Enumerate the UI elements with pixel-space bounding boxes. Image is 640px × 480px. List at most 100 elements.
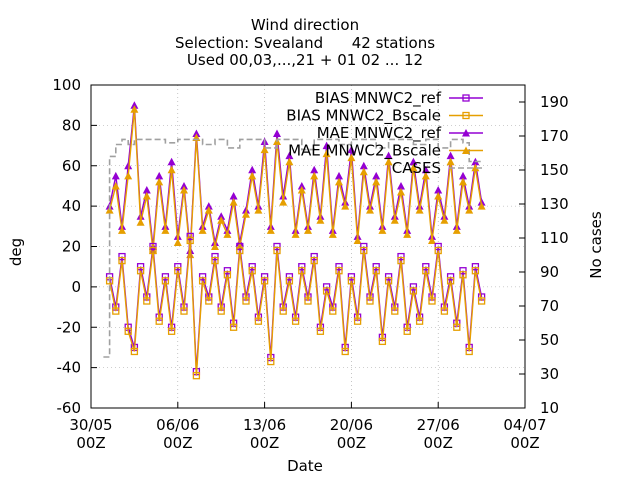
y2-tick-label: 90	[540, 263, 559, 281]
bias-point	[353, 317, 362, 325]
series-4-cases	[103, 138, 482, 358]
mae-point	[390, 216, 399, 224]
bias-point	[174, 267, 182, 275]
bias-point	[291, 317, 300, 325]
cases-line	[103, 138, 482, 358]
mae-point	[192, 129, 201, 137]
mae-point	[297, 181, 306, 190]
bias-point	[186, 236, 194, 245]
mae-point	[366, 206, 374, 214]
mae-point	[217, 212, 226, 220]
mae-point	[403, 230, 412, 238]
bias-point	[360, 246, 368, 255]
bias-point	[254, 317, 263, 325]
bias-point	[316, 327, 325, 335]
mae-point	[111, 171, 120, 180]
bias-point	[236, 242, 244, 251]
x-tick-label-date: 20/06	[330, 416, 373, 434]
mae-point	[322, 141, 331, 150]
bias-point	[130, 347, 139, 356]
y2-tick-label: 170	[540, 127, 569, 145]
y-tick-label: -60	[57, 399, 82, 417]
chart-subtitle-line-1: Selection: Svealand 42 stations	[175, 34, 435, 52]
y-tick-label: 40	[62, 197, 81, 215]
y-tick-label: 80	[62, 116, 81, 134]
bias-point	[347, 277, 356, 285]
legend-entry: MAE MNWC2_Bscale	[288, 142, 483, 161]
mae-point	[273, 129, 281, 137]
y2-tick-label: 190	[540, 93, 569, 111]
mae-point	[434, 185, 443, 194]
bias-point	[434, 242, 442, 251]
y2-tick-label: 50	[540, 331, 559, 349]
mae-point	[347, 145, 356, 154]
x-tick-label-hour: 00Z	[76, 434, 105, 452]
bias-point	[372, 267, 380, 275]
bias-point	[198, 273, 207, 281]
bias-point	[335, 263, 343, 271]
bias-point	[360, 242, 368, 251]
bias-point	[403, 327, 411, 335]
mae-point	[155, 171, 164, 180]
mae-point	[130, 101, 139, 109]
mae-point	[211, 242, 219, 250]
bias-point	[285, 273, 294, 281]
bias-point	[465, 347, 473, 356]
mae-point	[217, 216, 226, 224]
bias-point	[143, 297, 151, 305]
bias-point	[260, 277, 269, 285]
x-tick-label-date: 13/06	[243, 416, 286, 434]
legend-entry: MAE MNWC2_ref	[317, 124, 483, 143]
bias-point	[384, 277, 393, 285]
x-tick-label-hour: 00Z	[250, 434, 279, 452]
bias-point	[118, 252, 126, 261]
x-tick-label-date: 04/07	[503, 416, 546, 434]
mae-point	[421, 165, 430, 174]
mae-point	[155, 177, 164, 186]
bias-point	[149, 246, 157, 255]
mae-point	[328, 230, 337, 238]
bias-point	[298, 263, 306, 271]
y2-tick-label: 130	[540, 195, 569, 213]
y2-axis-label: No cases	[587, 211, 605, 279]
legend-label: BIAS MNWC2_Bscale	[286, 107, 441, 126]
mae-point	[285, 151, 294, 160]
bias-point	[136, 263, 145, 271]
bias-point	[422, 263, 430, 271]
bias-point	[217, 307, 225, 315]
y2-tick-label: 30	[540, 365, 559, 383]
bias-point	[397, 252, 405, 261]
bias-line	[108, 240, 483, 376]
legend-label: BIAS MNWC2_ref	[315, 89, 442, 108]
mae-point	[452, 226, 461, 234]
y-tick-label: 20	[62, 238, 81, 256]
bias-point	[459, 267, 467, 275]
mae-point	[335, 177, 343, 186]
bias-point	[161, 273, 170, 281]
mae-point	[316, 216, 325, 224]
mae-point	[428, 236, 436, 244]
mae-point	[397, 187, 405, 196]
y-axis-label: deg	[7, 238, 25, 266]
mae-point	[130, 105, 139, 113]
legend-entry: CASES	[392, 159, 483, 177]
bias-point	[372, 263, 380, 271]
bias-point	[409, 283, 418, 291]
x-tick-label-hour: 00Z	[337, 434, 366, 452]
y2-tick-label: 70	[540, 297, 559, 315]
legend-swatch-marker	[462, 146, 470, 154]
mae-point	[304, 226, 312, 234]
bias-point	[428, 297, 436, 305]
mae-point	[291, 230, 300, 238]
mae-point	[223, 230, 232, 238]
bias-point	[310, 256, 318, 265]
bias-point	[211, 256, 219, 265]
mae-point	[353, 236, 362, 244]
bias-point	[459, 271, 467, 279]
legend-swatch-marker	[462, 94, 470, 102]
mae-point	[229, 198, 238, 206]
mae-point	[173, 238, 182, 246]
mae-point	[211, 238, 219, 246]
mae-point	[446, 151, 455, 160]
